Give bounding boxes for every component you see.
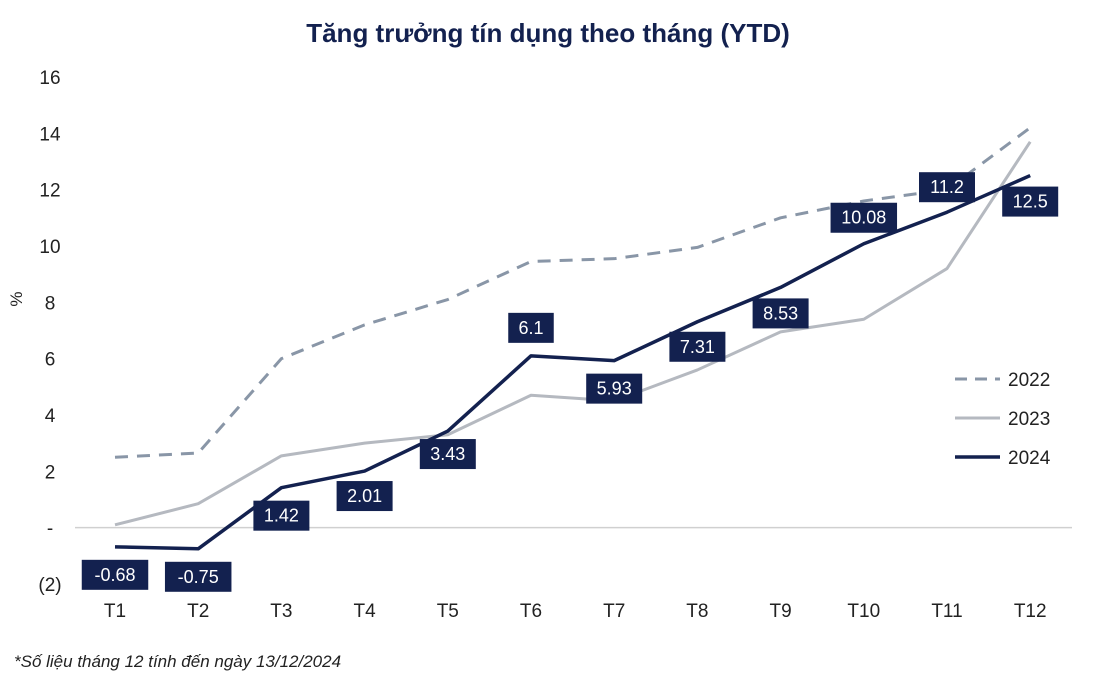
y-tick-label: 2 <box>45 462 56 483</box>
data-label-box <box>1002 186 1059 217</box>
data-label: 10.08 <box>830 202 898 233</box>
data-label-box <box>919 172 975 203</box>
data-label-text: 1.42 <box>264 506 299 526</box>
data-label: 5.93 <box>586 373 643 404</box>
x-tick-label: T5 <box>437 601 459 622</box>
y-tick-label: - <box>47 519 53 540</box>
x-tick-label: T3 <box>270 601 292 622</box>
legend: 2022 2023 2024 <box>955 370 1051 469</box>
data-label: 11.2 <box>919 172 975 203</box>
data-label-box <box>81 559 149 590</box>
data-label-text: 12.5 <box>1013 192 1048 212</box>
data-label: -0.75 <box>164 561 232 592</box>
x-tick-label: T10 <box>847 601 880 622</box>
x-tick-label: T1 <box>104 601 126 622</box>
y-tick-label: 4 <box>45 406 56 427</box>
series-line-2022 <box>114 126 1032 459</box>
data-label-text: 6.1 <box>518 318 543 338</box>
data-label-box <box>752 298 809 329</box>
y-tick-label: 14 <box>39 124 61 145</box>
legend-label-2022: 2022 <box>1008 370 1050 391</box>
data-label-text: 2.01 <box>347 486 382 506</box>
legend-label-2023: 2023 <box>1008 409 1050 430</box>
y-axis-ticks: 16 14 12 10 8 6 4 2 - (2) <box>38 68 61 596</box>
data-label: 2.01 <box>336 481 393 512</box>
data-label-box <box>586 373 643 404</box>
data-label-box <box>508 312 554 343</box>
data-label: 6.1 <box>508 312 554 343</box>
data-label-text: 3.43 <box>430 444 465 464</box>
data-label: 12.5 <box>1002 186 1059 217</box>
data-label: -0.68 <box>81 559 149 590</box>
x-tick-label: T4 <box>354 601 377 622</box>
data-label: 8.53 <box>752 298 809 329</box>
data-label: 3.43 <box>419 439 476 470</box>
y-tick-label: 6 <box>45 350 56 371</box>
x-tick-label: T12 <box>1014 601 1047 622</box>
data-label-box <box>164 561 232 592</box>
data-label-box <box>336 481 393 512</box>
series-line-2023 <box>114 140 1032 527</box>
chart-title: Tăng trưởng tín dụng theo tháng (YTD) <box>306 18 790 48</box>
series-lines <box>114 126 1032 551</box>
data-label-text: -0.75 <box>178 567 219 587</box>
data-label-text: -0.68 <box>94 565 135 585</box>
x-axis-ticks: T1 T2 T3 T4 T5 T6 T7 T8 T9 T10 T11 T12 <box>104 601 1047 622</box>
data-label-text: 10.08 <box>841 208 886 228</box>
x-tick-label: T8 <box>686 601 708 622</box>
x-tick-label: T11 <box>931 601 962 622</box>
y-tick-label: 10 <box>39 237 60 258</box>
footnote: *Số liệu tháng 12 tính đến ngày 13/12/20… <box>14 652 342 671</box>
data-label-box <box>419 439 476 470</box>
y-tick-label: 12 <box>39 181 60 202</box>
x-tick-label: T7 <box>603 601 625 622</box>
data-label-text: 7.31 <box>680 337 715 357</box>
y-tick-label: 8 <box>45 293 56 314</box>
x-tick-label: T9 <box>770 601 792 622</box>
data-label-box <box>830 202 898 233</box>
series-line-2024 <box>114 173 1031 551</box>
data-label-text: 11.2 <box>930 177 964 197</box>
data-label: 7.31 <box>669 331 726 362</box>
legend-label-2024: 2024 <box>1008 448 1051 469</box>
data-label-text: 8.53 <box>763 303 798 323</box>
x-tick-label: T6 <box>520 601 542 622</box>
credit-growth-chart: Tăng trưởng tín dụng theo tháng (YTD) % … <box>7 18 1072 622</box>
data-label-text: 5.93 <box>597 379 632 399</box>
data-label-box <box>253 500 310 531</box>
y-axis-label: % <box>7 291 26 306</box>
data-label-box <box>669 331 726 362</box>
y-tick-label: (2) <box>38 575 61 596</box>
y-tick-label: 16 <box>39 68 60 89</box>
data-label: 1.42 <box>253 500 310 531</box>
data-labels: -0.68 -0.75 1.42 2.01 3.43 6.1 5.93 7.31 8.53 10.… <box>81 172 1059 592</box>
x-tick-label: T2 <box>187 601 209 622</box>
